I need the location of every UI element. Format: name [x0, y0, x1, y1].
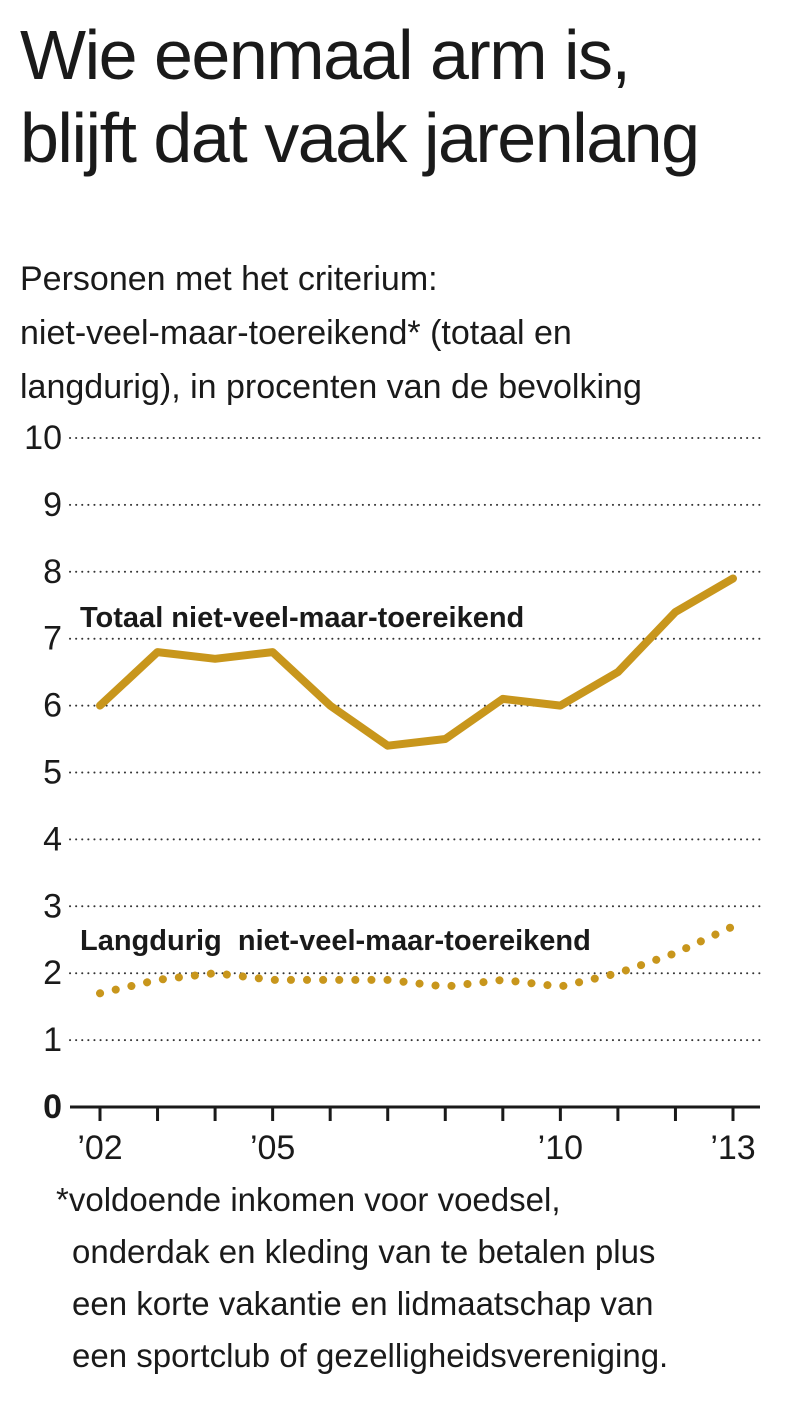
- y-tick-label: 5: [43, 754, 62, 792]
- subtitle-line-2: niet-veel-maar-toereikend* (totaal en: [20, 314, 572, 352]
- x-tick-label: ’02: [77, 1129, 122, 1167]
- series-line-langdurig: [96, 922, 737, 998]
- series-label-langdurig: Langdurig niet-veel-maar-toereikend: [80, 925, 591, 957]
- series-line-totaal: [96, 574, 737, 750]
- y-tick-label: 0: [43, 1088, 62, 1126]
- series-label-totaal: Totaal niet-veel-maar-toereikend: [80, 602, 524, 634]
- title-line-1: Wie eenmaal arm is,: [20, 16, 631, 94]
- y-tick-label: 1: [43, 1021, 62, 1059]
- footnote-line: een korte vakantie en lidmaatschap van: [72, 1285, 654, 1322]
- y-tick-label: 2: [43, 954, 62, 992]
- footnote: *voldoende inkomen voor voedsel, onderda…: [56, 1174, 776, 1382]
- x-tick-label: ’10: [538, 1129, 583, 1167]
- chart-title: Wie eenmaal arm is, blijft dat vaak jare…: [20, 14, 790, 180]
- subtitle-line-3: langdurig), in procenten van de bevolkin…: [20, 368, 642, 406]
- footnote-line: een sportclub of gezelligheidsvereniging…: [72, 1337, 669, 1374]
- subtitle-line-1: Personen met het criterium:: [20, 260, 438, 298]
- y-tick-label: 3: [43, 887, 62, 925]
- x-tick-label: ’13: [710, 1129, 755, 1167]
- footnote-line: onderdak en kleding van te betalen plus: [72, 1233, 656, 1270]
- title-line-2: blijft dat vaak jarenlang: [20, 99, 700, 177]
- y-tick-label: 6: [43, 687, 62, 725]
- x-tick-label: ’05: [250, 1129, 295, 1167]
- y-tick-label: 4: [43, 820, 62, 858]
- y-tick-label: 10: [24, 419, 62, 457]
- y-tick-label: 9: [43, 486, 62, 524]
- footnote-line: *voldoende inkomen voor voedsel,: [56, 1181, 561, 1218]
- y-tick-label: 8: [43, 553, 62, 591]
- y-tick-label: 7: [43, 620, 62, 658]
- chart-subtitle: Personen met het criterium: niet-veel-ma…: [20, 252, 790, 414]
